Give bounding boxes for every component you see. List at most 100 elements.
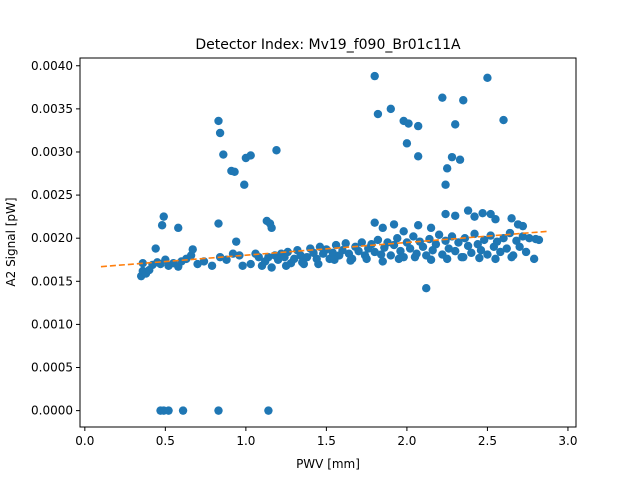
- scatter-point: [451, 246, 460, 256]
- scatter-point: [534, 235, 544, 245]
- scatter-point: [394, 254, 404, 264]
- scatter-point: [393, 233, 402, 243]
- y-tick-label: 0.0035: [31, 102, 73, 116]
- x-tick-label: 2.5: [478, 434, 497, 448]
- scatter-point: [386, 251, 396, 260]
- x-axis: 0.0 0.5 1.0 1.5 2.0 2.5 3.0: [75, 427, 577, 448]
- x-tick-label: 3.0: [558, 434, 577, 448]
- scatter-point: [376, 250, 386, 259]
- scatter-point: [362, 254, 371, 264]
- scatter-point: [222, 255, 231, 264]
- scatter-point: [357, 238, 367, 247]
- scatter-point: [207, 261, 217, 270]
- scatter-point: [413, 221, 423, 230]
- scatter-point: [373, 109, 383, 119]
- y-tick-label: 0.0025: [31, 188, 73, 202]
- scatter-point: [296, 251, 305, 260]
- scatter-point: [413, 152, 423, 161]
- x-tick-label: 2.0: [397, 434, 416, 448]
- scatter-point: [267, 263, 276, 272]
- scatter-point: [451, 120, 460, 129]
- scatter-point: [386, 104, 396, 114]
- scatter-point: [496, 247, 505, 257]
- scatter-point: [521, 247, 531, 257]
- scatter-point: [410, 252, 420, 262]
- scatter-point: [238, 261, 247, 270]
- scatter-point: [232, 237, 241, 246]
- scatter-point: [418, 242, 428, 252]
- scatter-point: [525, 233, 534, 243]
- scatter-point: [240, 180, 249, 189]
- scatter-point: [434, 230, 444, 239]
- y-axis-label: A2 Signal [pW]: [4, 197, 18, 286]
- scatter-point: [409, 232, 418, 241]
- scatter-point: [463, 206, 473, 215]
- scatter-point: [341, 239, 350, 248]
- scatter-point: [405, 244, 415, 253]
- scatter-point: [470, 212, 479, 221]
- gridless-plot-area: [100, 71, 549, 415]
- scatter-point: [502, 244, 511, 253]
- scatter-point: [459, 96, 468, 105]
- scatter-point: [476, 246, 486, 255]
- chart-title: Detector Index: Mv19_f090_Br01c11A: [195, 37, 461, 53]
- scatter-point: [281, 261, 291, 270]
- scatter-point: [518, 232, 528, 241]
- scatter-point: [264, 252, 273, 262]
- scatter-point: [354, 246, 363, 256]
- scatter-point: [499, 233, 508, 243]
- scatter-point: [346, 256, 355, 265]
- plot-frame: [79, 57, 577, 428]
- scatter-point: [283, 247, 292, 257]
- scatter-point: [267, 223, 276, 233]
- scatter-point: [289, 254, 299, 264]
- scatter-point: [467, 248, 476, 258]
- scatter-point: [507, 214, 516, 223]
- scatter-point: [157, 221, 167, 230]
- scatter-point: [505, 228, 515, 238]
- scatter-point: [441, 180, 450, 189]
- scatter-point: [515, 242, 524, 252]
- scatter-point: [159, 212, 168, 221]
- x-tick-label: 1.5: [317, 434, 336, 448]
- scatter-point: [214, 116, 223, 126]
- scatter-point: [438, 93, 447, 102]
- scatter-point: [442, 254, 452, 264]
- scatter-point: [246, 259, 255, 269]
- y-tick-label: 0.0015: [31, 274, 73, 288]
- y-tick-label: 0.0005: [31, 361, 73, 375]
- scatter-point: [328, 248, 338, 258]
- scatter-point: [367, 240, 376, 249]
- scatter-point: [330, 255, 339, 264]
- scatter-point: [174, 223, 183, 233]
- scatter-point: [246, 151, 255, 160]
- scatter-point: [459, 252, 468, 262]
- scatter-point: [178, 406, 188, 415]
- scatter-point: [214, 406, 223, 415]
- scatter-point: [193, 259, 202, 269]
- y-tick-label: 0.0040: [31, 59, 73, 73]
- scatter-point: [483, 73, 492, 83]
- scatter-point: [491, 215, 500, 224]
- scatter-point: [518, 221, 528, 231]
- scatter-point: [454, 238, 463, 247]
- scatter-point: [399, 227, 408, 236]
- scatter-point: [219, 150, 228, 159]
- scatter-point: [230, 167, 239, 177]
- scatter-point: [264, 406, 273, 415]
- y-tick-label: 0.0000: [31, 404, 73, 418]
- scatter-point: [314, 259, 323, 269]
- scatter-point: [370, 247, 379, 257]
- scatter-point: [389, 220, 399, 229]
- scatter-point: [441, 209, 450, 219]
- scatter-point: [426, 255, 436, 264]
- scatter-point: [402, 139, 412, 148]
- y-tick-label: 0.0030: [31, 145, 73, 159]
- scatter-point: [447, 152, 457, 162]
- x-axis-label: PWV [mm]: [296, 457, 360, 471]
- scatter-point: [272, 146, 281, 155]
- y-tick-label: 0.0020: [31, 231, 73, 245]
- scatter-point: [215, 128, 225, 138]
- scatter-point: [431, 240, 441, 249]
- scatter-point: [492, 237, 502, 246]
